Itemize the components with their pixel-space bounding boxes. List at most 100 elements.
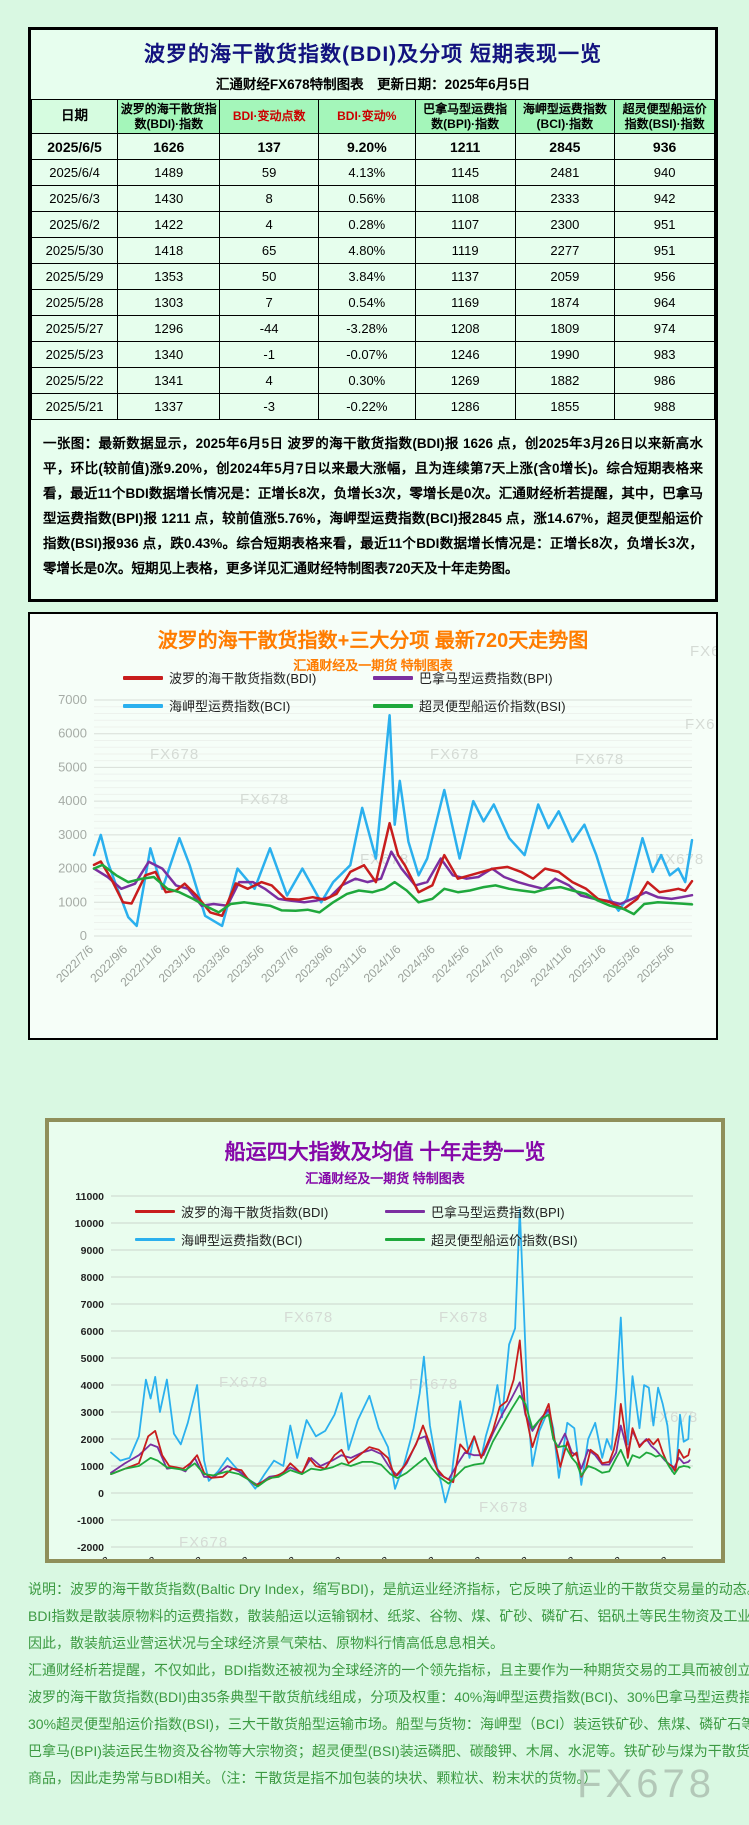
column-header: BDI·变动点数 [219,99,319,134]
table-row: 2025/5/28 1303 7 0.54% 1169 1874 964 [30,289,715,316]
table-row: 2025/6/4 1489 59 4.13% 1145 2481 940 [30,159,715,186]
table-cell: 2277 [514,237,616,264]
short-term-table-panel: 波罗的海干散货指数(BDI)及分项 短期表现一览 汇通财经FX678特制图表 更… [28,27,718,602]
table-cell: 1269 [414,367,516,394]
svg-text:6000: 6000 [81,1326,105,1338]
table-cell: 2025/5/30 [30,237,119,264]
svg-text:3000: 3000 [81,1407,105,1419]
table-cell: -44 [219,315,319,342]
column-header: 超灵便型船运价指数(BSI)·指数 [614,99,715,134]
svg-text:11000: 11000 [75,1191,104,1203]
svg-text:2017/1/3: 2017/1/3 [261,1555,300,1559]
table-cell: 1296 [117,315,221,342]
svg-text:FX678: FX678 [150,746,199,763]
svg-text:2014/1/3: 2014/1/3 [121,1555,160,1559]
svg-text:7000: 7000 [58,692,87,707]
table-cell: 1422 [117,211,221,238]
table-cell: 137 [219,133,319,160]
svg-text:FX678: FX678 [649,1409,698,1426]
table-cell: 0.30% [317,367,416,394]
description-line: 30%超灵便型船运价指数(BSI)，三大干散货船型运输市场。船型与货物：海岬型（… [28,1716,749,1732]
table-cell: 1169 [414,289,516,316]
table-cell: 50 [219,263,319,290]
table-header-row: 日期 波罗的海干散货指数(BDI)·指数 BDI·变动点数 BDI·变动% 巴拿马型运费… [30,99,715,134]
table-cell: 1107 [414,211,516,238]
svg-text:2015/1/3: 2015/1/3 [167,1555,206,1559]
svg-text:FX678: FX678 [360,851,409,868]
svg-text:FX678: FX678 [690,643,716,660]
table-row: 2025/6/2 1422 4 0.28% 1107 2300 951 [30,211,715,238]
table-cell: 0.54% [317,289,416,316]
table-cell: 7 [219,289,319,316]
chart-720-canvas: 010002000300040005000600070002022/7/6202… [53,643,716,989]
svg-text:2025/5/6: 2025/5/6 [634,942,677,985]
table-cell: 2025/5/22 [30,367,119,394]
table-cell: 65 [219,237,319,264]
svg-text:2000: 2000 [58,861,87,876]
chart-720-subtitle: 汇通财经及一期货 特制图表 [293,658,453,673]
svg-text:2022/1/3: 2022/1/3 [493,1555,532,1559]
svg-text:FX678: FX678 [179,1534,228,1551]
svg-text:2019/1/3: 2019/1/3 [354,1555,393,1559]
table-cell: 942 [614,185,715,212]
table-cell: 1430 [117,185,221,212]
table-cell: 2481 [514,159,616,186]
table-cell: 2025/6/5 [30,133,119,160]
table-summary: 一张图：最新数据显示，2025年6月5日 波罗的海干散货指数(BDI)报 162… [43,436,703,576]
table-cell: -0.07% [317,341,416,368]
svg-text:-1000: -1000 [77,1515,104,1527]
svg-text:5000: 5000 [58,759,87,774]
table-cell: 2025/6/2 [30,211,119,238]
table-cell: 1626 [117,133,221,160]
table-title: 波罗的海干散货指数(BDI)及分项 短期表现一览 [144,43,602,66]
chart-10y-panel: 船运四大指数及均值 十年走势一览 汇通财经及一期货 特制图表 波罗的海干散货指数… [45,1118,725,1563]
table-cell: 940 [614,159,715,186]
column-header: 巴拿马型运费指数(BPI)·指数 [414,99,516,134]
svg-text:10000: 10000 [75,1218,104,1230]
table-cell: 1145 [414,159,516,186]
table-cell: 1990 [514,341,616,368]
table-cell: 1855 [514,393,616,420]
svg-text:2018/1/3: 2018/1/3 [307,1555,346,1559]
table-cell: 1119 [414,237,516,264]
table-cell: 1418 [117,237,221,264]
table-cell: 986 [614,367,715,394]
table-cell: 2025/5/21 [30,393,119,420]
table-cell: 951 [614,237,715,264]
svg-text:FX678: FX678 [575,751,624,768]
description-line: BDI指数是散装原物料的运费指数，散装船运以运输钢材、纸浆、谷物、煤、矿砂、磷矿… [28,1608,749,1624]
table-cell: 1341 [117,367,221,394]
description-line: 巴拿马(BPI)装运民生物资及谷物等大宗物资；超灵便型(BSI)装运磷肥、碳酸钾… [28,1743,749,1759]
table-cell: 2025/5/29 [30,263,119,290]
table-cell: 2025/5/27 [30,315,119,342]
table-cell: 59 [219,159,319,186]
column-header: BDI·变动% [317,99,416,134]
table-cell: 2025/6/3 [30,185,119,212]
svg-text:FX678: FX678 [685,716,716,733]
svg-text:0: 0 [98,1488,104,1500]
svg-text:FX678: FX678 [284,1309,333,1326]
svg-text:2024/1/3: 2024/1/3 [587,1555,626,1559]
table-cell: 4 [219,211,319,238]
table-cell: 2059 [514,263,616,290]
table-cell: 936 [614,133,715,160]
svg-text:0: 0 [80,928,87,943]
table-cell: 1303 [117,289,221,316]
svg-text:2000: 2000 [81,1434,105,1446]
table-cell: 2025/5/23 [30,341,119,368]
table-cell: 983 [614,341,715,368]
table-cell: 1882 [514,367,616,394]
svg-text:2016/1/3: 2016/1/3 [214,1555,253,1559]
svg-text:FX678: FX678 [219,1374,268,1391]
fx678-watermark: FX678 [577,1762,715,1806]
table-cell: -0.22% [317,393,416,420]
table-cell: 974 [614,315,715,342]
table-cell: 0.28% [317,211,416,238]
table-cell: 1340 [117,341,221,368]
table-cell: 1874 [514,289,616,316]
table-cell: 0.56% [317,185,416,212]
table-cell: 1208 [414,315,516,342]
svg-text:1000: 1000 [81,1461,105,1473]
svg-text:2025/1/3: 2025/1/3 [633,1555,672,1559]
description-line: 说明：波罗的海干散货指数(Baltic Dry Index，缩写BDI)，是航运… [28,1581,749,1597]
